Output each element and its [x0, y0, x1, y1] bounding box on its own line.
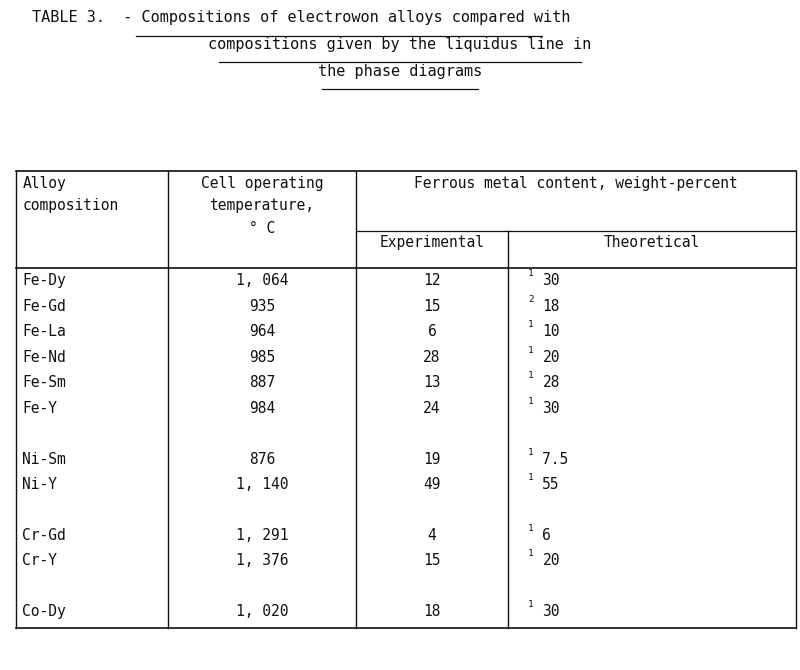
Text: Fe-La: Fe-La: [22, 324, 66, 339]
Text: Cr-Y: Cr-Y: [22, 553, 58, 568]
Text: 887: 887: [249, 375, 275, 390]
Text: 18: 18: [423, 604, 441, 619]
Text: 13: 13: [423, 375, 441, 390]
Text: Fe-Nd: Fe-Nd: [22, 350, 66, 364]
Text: Ni-Sm: Ni-Sm: [22, 452, 66, 466]
Text: 15: 15: [423, 553, 441, 568]
Text: Fe-Dy: Fe-Dy: [22, 273, 66, 288]
Text: 15: 15: [423, 299, 441, 314]
Text: 1: 1: [528, 397, 534, 405]
Text: 20: 20: [542, 350, 560, 364]
Text: 4: 4: [428, 528, 436, 543]
Text: Cr-Gd: Cr-Gd: [22, 528, 66, 543]
Text: 55: 55: [542, 477, 560, 492]
Text: 24: 24: [423, 401, 441, 415]
Text: 985: 985: [249, 350, 275, 364]
Text: 6: 6: [428, 324, 436, 339]
Text: compositions given by the liquidus line in: compositions given by the liquidus line …: [208, 37, 592, 52]
Text: 1, 291: 1, 291: [236, 528, 288, 543]
Text: 2: 2: [528, 295, 534, 304]
Text: 28: 28: [423, 350, 441, 364]
Text: Fe-Sm: Fe-Sm: [22, 375, 66, 390]
Text: 28: 28: [542, 375, 560, 390]
Text: 7.5: 7.5: [542, 452, 569, 466]
Text: 19: 19: [423, 452, 441, 466]
Text: Theoretical: Theoretical: [604, 235, 700, 250]
Text: 935: 935: [249, 299, 275, 314]
Text: 1: 1: [528, 549, 534, 558]
Text: 964: 964: [249, 324, 275, 339]
Text: 30: 30: [542, 273, 560, 288]
Text: Fe-Gd: Fe-Gd: [22, 299, 66, 314]
Text: Ni-Y: Ni-Y: [22, 477, 58, 492]
Text: 1: 1: [528, 473, 534, 482]
Text: 1: 1: [528, 600, 534, 609]
Text: 1, 140: 1, 140: [236, 477, 288, 492]
Text: Fe-Y: Fe-Y: [22, 401, 58, 415]
Text: 30: 30: [542, 604, 560, 619]
Text: 1, 376: 1, 376: [236, 553, 288, 568]
Text: 1: 1: [528, 448, 534, 456]
Text: 1: 1: [528, 320, 534, 329]
Text: Cell operating
temperature,
° C: Cell operating temperature, ° C: [201, 176, 323, 236]
Text: Alloy
composition: Alloy composition: [22, 176, 118, 214]
Text: 1, 020: 1, 020: [236, 604, 288, 619]
Text: 18: 18: [542, 299, 560, 314]
Text: 30: 30: [542, 401, 560, 415]
Text: TABLE 3.  - Compositions of electrowon alloys compared with: TABLE 3. - Compositions of electrowon al…: [32, 10, 570, 25]
Text: 6: 6: [542, 528, 551, 543]
Text: 876: 876: [249, 452, 275, 466]
Text: 1: 1: [528, 346, 534, 354]
Text: Co-Dy: Co-Dy: [22, 604, 66, 619]
Text: 1, 064: 1, 064: [236, 273, 288, 288]
Text: 49: 49: [423, 477, 441, 492]
Text: 1: 1: [528, 371, 534, 380]
Text: 20: 20: [542, 553, 560, 568]
Text: 12: 12: [423, 273, 441, 288]
Text: Ferrous metal content, weight-percent: Ferrous metal content, weight-percent: [414, 176, 738, 191]
Text: 1: 1: [528, 269, 534, 278]
Text: Experimental: Experimental: [379, 235, 485, 250]
Text: 1: 1: [528, 524, 534, 533]
Text: the phase diagrams: the phase diagrams: [318, 64, 482, 78]
Text: 10: 10: [542, 324, 560, 339]
Text: 984: 984: [249, 401, 275, 415]
